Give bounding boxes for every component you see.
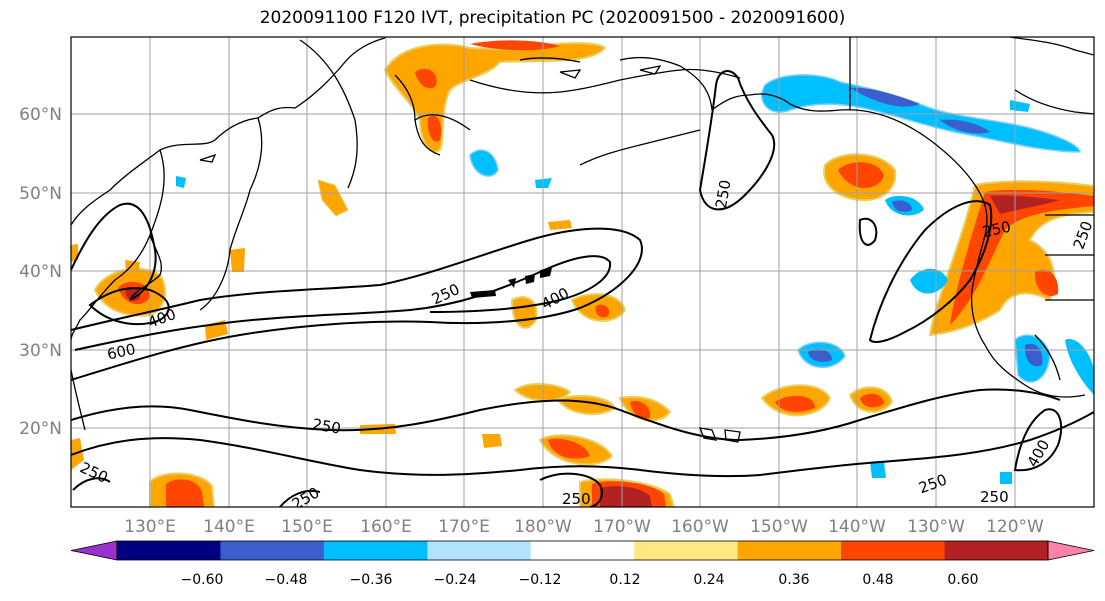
contour-label: 250 <box>981 218 1013 242</box>
lon-label: 180°W <box>514 517 572 537</box>
colorbar-tick-label: −0.48 <box>265 572 308 588</box>
ivt-contours <box>71 69 1094 507</box>
lon-label: 150°W <box>750 517 808 537</box>
colorbar-tick-label: −0.12 <box>519 572 562 588</box>
colorbar-cell <box>220 541 325 560</box>
lat-label: 30°N <box>19 341 62 361</box>
colorbar: −0.60 −0.48 −0.36 −0.24 −0.12 0.12 0.24 … <box>70 540 1095 588</box>
lat-labels: 60°N 50°N 40°N 30°N 20°N <box>19 105 62 439</box>
colorbar-tick-label: 0.12 <box>609 572 640 588</box>
colorbar-cell <box>634 541 739 560</box>
colorbar-tick-label: 0.24 <box>693 572 724 588</box>
colorbar-cells <box>71 541 1094 560</box>
lon-label: 130°E <box>124 517 176 537</box>
colorbar-cell <box>71 541 117 560</box>
map-title: 2020091100 F120 IVT, precipitation PC (2… <box>259 8 846 28</box>
lat-label: 40°N <box>19 262 62 282</box>
map-frame <box>70 36 1095 508</box>
lon-labels: 130°E 140°E 150°E 160°E 170°E 180°W 170°… <box>124 517 1044 537</box>
lat-label: 50°N <box>19 184 62 204</box>
colorbar-tick-label: −0.60 <box>181 572 224 588</box>
colorbar-tick-label: 0.48 <box>862 572 893 588</box>
colorbar-cell <box>427 541 532 560</box>
colorbar-cell <box>1048 541 1094 560</box>
colorbar-frame <box>116 540 1049 561</box>
colorbar-cell <box>841 541 946 560</box>
colorbar-tick-label: 0.60 <box>947 572 978 588</box>
ivt-contour-blobs <box>470 268 552 298</box>
contour-label: 250 <box>311 415 342 438</box>
lon-label: 120°W <box>986 517 1044 537</box>
lon-label: 140°E <box>203 517 255 537</box>
lat-label: 20°N <box>19 419 62 439</box>
lon-label: 170°W <box>593 517 651 537</box>
colorbar-cell <box>737 541 842 560</box>
lon-label: 160°E <box>360 517 412 537</box>
lon-label: 150°E <box>281 517 333 537</box>
lon-label: 170°E <box>438 517 490 537</box>
colorbar-cell <box>530 541 635 560</box>
colorbar-cell <box>323 541 428 560</box>
lat-label: 60°N <box>19 105 62 125</box>
contour-label: 250 <box>562 490 591 508</box>
colorbar-cell <box>944 541 1049 560</box>
contour-label: 600 <box>105 340 137 364</box>
contour-label: 250 <box>980 488 1009 506</box>
colorbar-tick-label: 0.36 <box>778 572 809 588</box>
lon-label: 130°W <box>907 517 965 537</box>
lon-label: 140°W <box>828 517 886 537</box>
colorbar-tick-label: −0.36 <box>350 572 393 588</box>
colorbar-tick-label: −0.24 <box>434 572 477 588</box>
colorbar-cell <box>117 541 221 560</box>
precip-negative-areas <box>176 74 1094 484</box>
lon-label: 160°W <box>671 517 729 537</box>
contour-label: 250 <box>712 178 735 209</box>
